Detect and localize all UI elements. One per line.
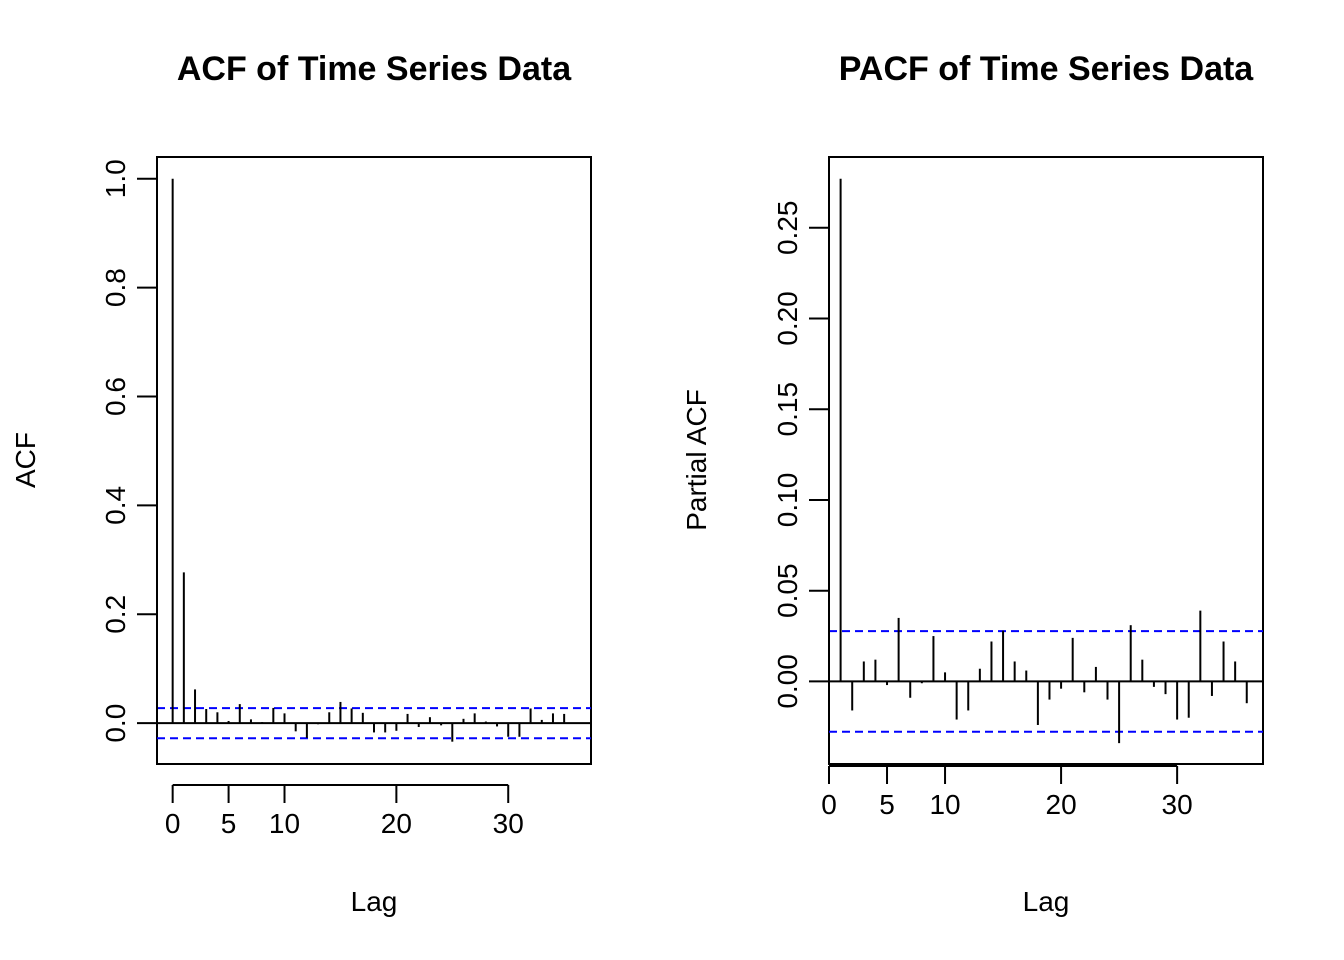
pacf-y-tick-label-0: 0.00 bbox=[772, 654, 803, 709]
pacf-y-tick-label-5: 0.25 bbox=[772, 201, 803, 256]
pacf-x-tick-label-20: 20 bbox=[1046, 789, 1077, 820]
acf-y-tick-label-2: 0.4 bbox=[100, 486, 131, 525]
acf-plot-area: 0 5 10 20 30 0.0 0.2 0.4 0.6 0.8 1.0 bbox=[100, 156, 592, 839]
acf-y-tick-label-1: 0.2 bbox=[100, 595, 131, 634]
acf-y-tick-label-0: 0.0 bbox=[100, 704, 131, 743]
acf-y-axis-label: ACF bbox=[10, 432, 41, 488]
acf-y-tick-label-5: 1.0 bbox=[100, 159, 131, 198]
acf-title: ACF of Time Series Data bbox=[177, 50, 572, 88]
pacf-y-tick-label-4: 0.20 bbox=[772, 291, 803, 346]
pacf-x-axis-label: Lag bbox=[1023, 886, 1070, 917]
pacf-y-tick-label-3: 0.15 bbox=[772, 382, 803, 437]
acf-x-tick-label-5: 5 bbox=[221, 808, 237, 839]
acf-y-tick-label-4: 0.8 bbox=[100, 268, 131, 307]
acf-x-tick-label-20: 20 bbox=[381, 808, 412, 839]
pacf-panel: PACF of Time Series Data Lag Partial ACF… bbox=[681, 50, 1264, 917]
pacf-y-tick-label-2: 0.10 bbox=[772, 473, 803, 528]
acf-x-tick-label-10: 10 bbox=[269, 808, 300, 839]
acf-x-axis-label: Lag bbox=[351, 886, 398, 917]
pacf-plot-area: 0 5 10 20 30 0.00 0.05 0.10 0.15 0.20 0.25 bbox=[772, 156, 1264, 820]
pacf-y-axis-label: Partial ACF bbox=[681, 389, 712, 531]
pacf-plot-frame bbox=[828, 156, 1264, 765]
acf-x-tick-label-30: 30 bbox=[493, 808, 524, 839]
acf-plot-frame bbox=[156, 156, 592, 765]
pacf-title: PACF of Time Series Data bbox=[839, 50, 1255, 88]
acf-x-tick-label-0: 0 bbox=[165, 808, 181, 839]
acf-panel: ACF of Time Series Data Lag ACF 0 5 10 20 30… bbox=[10, 50, 592, 917]
pacf-x-tick-label-30: 30 bbox=[1162, 789, 1193, 820]
pacf-x-tick-label-0: 0 bbox=[821, 789, 837, 820]
pacf-x-tick-label-10: 10 bbox=[929, 789, 960, 820]
pacf-x-tick-label-5: 5 bbox=[879, 789, 895, 820]
pacf-y-tick-label-1: 0.05 bbox=[772, 563, 803, 618]
acf-y-tick-label-3: 0.6 bbox=[100, 377, 131, 416]
